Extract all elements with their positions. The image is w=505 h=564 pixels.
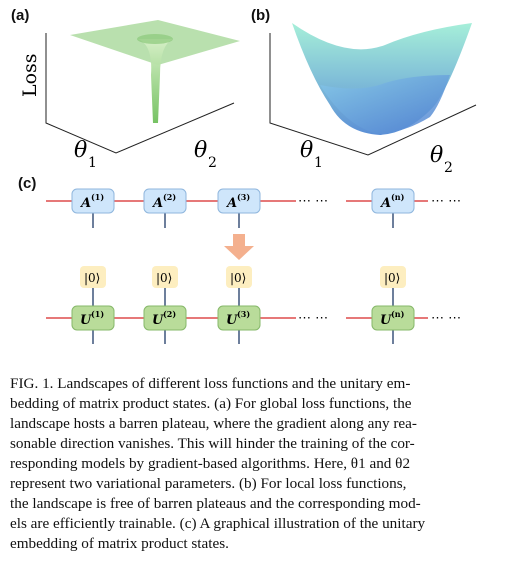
ket-zero-3: |0⟩	[226, 266, 252, 288]
theta2-sub-a: 2	[208, 155, 217, 171]
theta1-label-b: θ	[300, 138, 313, 163]
theta2-sub-b: 2	[444, 160, 453, 176]
panel-b-label: (b)	[251, 7, 271, 24]
svg-text:(1): (1)	[91, 309, 104, 319]
theta1-sub-a: 1	[88, 155, 97, 171]
svg-text:|0⟩: |0⟩	[230, 271, 246, 285]
bottom-ellipsis-mid: ⋯ ⋯	[298, 311, 328, 326]
a-tensor-n: A (n)	[371, 188, 415, 214]
svg-text:(n): (n)	[391, 192, 405, 202]
vertical-legs	[92, 213, 394, 344]
a-tensor-2: A (2)	[143, 188, 187, 214]
caption-line: responding models by gradient-based algo…	[10, 455, 411, 472]
theta2-label-a: θ	[194, 138, 207, 163]
svg-text:A: A	[379, 196, 391, 211]
top-ellipsis-mid: ⋯ ⋯	[298, 194, 328, 209]
u-tensor-n: U (n)	[371, 305, 415, 331]
panel-c-diagram: A (1) A (2) A (3) A (n) ⋯ ⋯ ⋯ ⋯ |0⟩ |0⟩ …	[46, 188, 461, 344]
caption-line: the landscape is free of barren plateaus…	[10, 495, 421, 512]
svg-text:(3): (3)	[237, 309, 250, 319]
u-tensor-2: U (2)	[143, 305, 187, 331]
svg-text:(2): (2)	[163, 192, 176, 202]
theta1-label-a: θ	[74, 138, 87, 163]
caption-line: embedding of matrix product states.	[10, 535, 229, 552]
svg-text:(1): (1)	[91, 192, 104, 202]
svg-text:U: U	[380, 313, 392, 328]
panel-b-axes	[269, 33, 477, 156]
svg-text:U: U	[80, 313, 92, 328]
panel-a-plot: Loss θ 1 θ 2	[19, 20, 240, 171]
ket-zero-2: |0⟩	[152, 266, 178, 288]
plateau-dip	[138, 39, 173, 123]
caption-line: landscape hosts a barren plateau, where …	[10, 415, 417, 432]
svg-text:U: U	[226, 313, 238, 328]
caption-line: FIG. 1. Landscapes of different loss fun…	[10, 375, 411, 392]
caption-line: els are efficiently trainable. (c) A gra…	[10, 515, 426, 532]
caption-line: bedding of matrix product states. (a) Fo…	[10, 395, 412, 412]
figure-caption: FIG. 1. Landscapes of different loss fun…	[10, 374, 498, 554]
svg-text:(2): (2)	[163, 309, 176, 319]
ket-zero-1: |0⟩	[80, 266, 106, 288]
svg-text:(3): (3)	[237, 192, 250, 202]
svg-text:A: A	[225, 196, 237, 211]
svg-text:(n): (n)	[391, 309, 405, 319]
loss-axis-label: Loss	[19, 53, 41, 97]
svg-text:A: A	[79, 196, 91, 211]
ket-zero-n: |0⟩	[380, 266, 406, 288]
panel-c-label: (c)	[18, 175, 37, 192]
svg-text:A: A	[151, 196, 163, 211]
svg-text:|0⟩: |0⟩	[384, 271, 400, 285]
u-tensor-3: U (3)	[217, 305, 261, 331]
svg-text:U: U	[152, 313, 164, 328]
caption-line: represent two variational parameters. (b…	[10, 475, 407, 492]
a-tensor-1: A (1)	[71, 188, 115, 214]
panel-a-axes	[45, 33, 235, 154]
top-ellipsis-end: ⋯ ⋯	[431, 194, 461, 209]
svg-text:|0⟩: |0⟩	[84, 271, 100, 285]
u-tensor-1: U (1)	[71, 305, 115, 331]
svg-text:|0⟩: |0⟩	[156, 271, 172, 285]
down-arrow	[224, 234, 254, 260]
a-tensor-3: A (3)	[217, 188, 261, 214]
panel-b-plot: θ 1 θ 2	[269, 23, 477, 176]
theta2-label-b: θ	[430, 143, 443, 168]
caption-line: sonable direction vanishes. This will hi…	[10, 435, 415, 452]
bottom-ellipsis-end: ⋯ ⋯	[431, 311, 461, 326]
panel-a-label: (a)	[11, 7, 30, 24]
theta1-sub-b: 1	[314, 155, 323, 171]
